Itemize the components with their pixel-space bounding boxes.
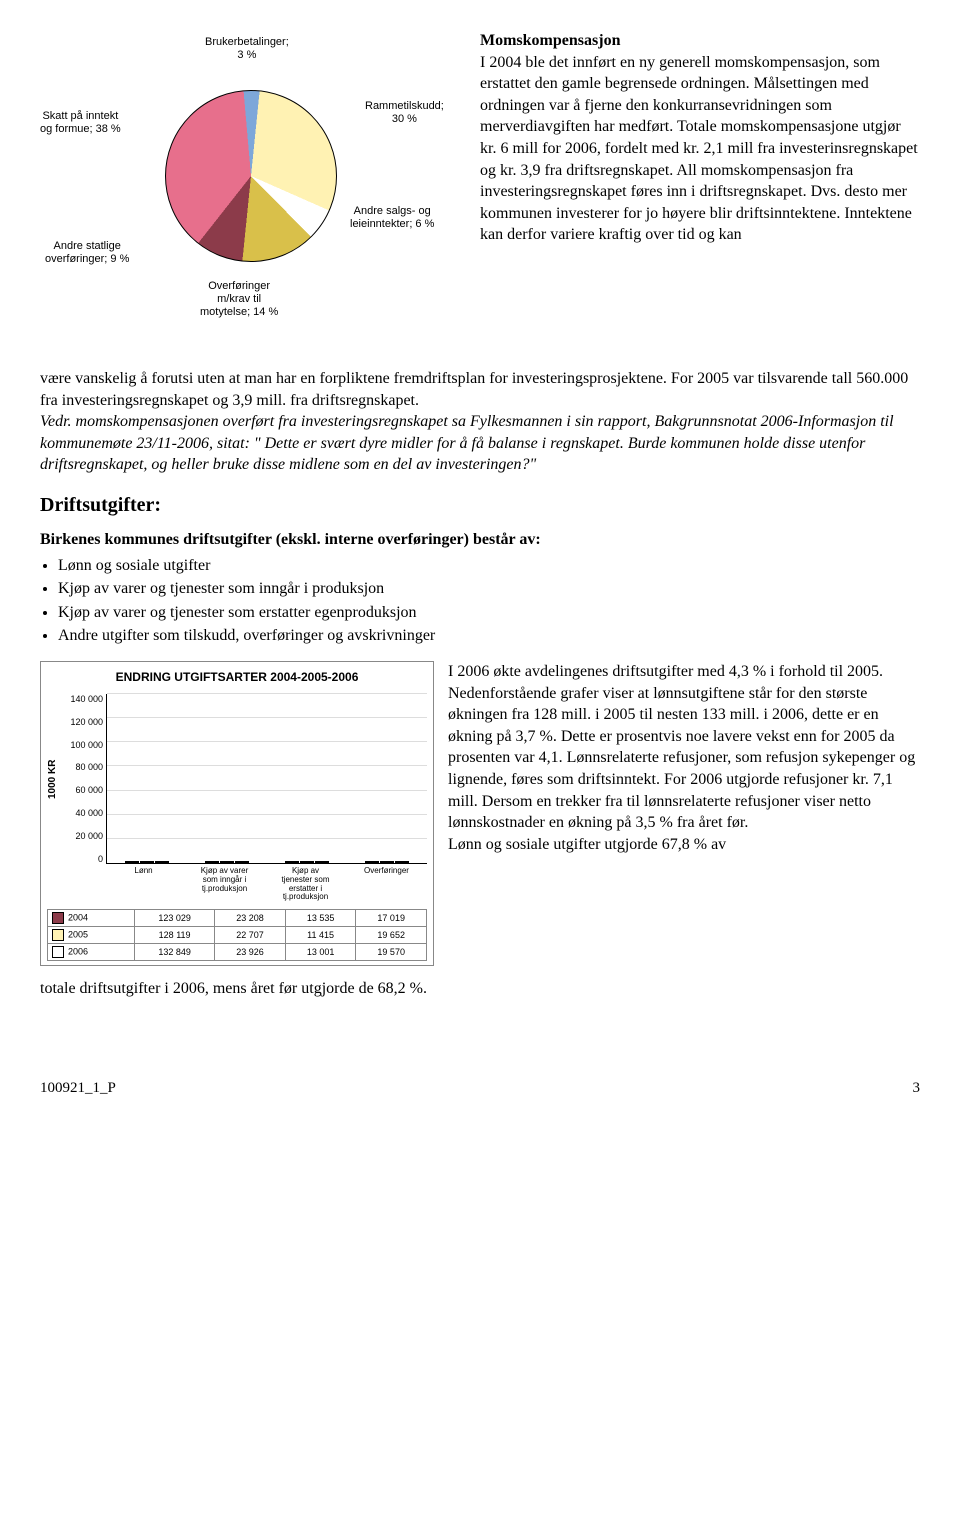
top-section: Brukerbetalinger; 3 % Rammetilskudd; 30 … bbox=[40, 30, 920, 350]
bar-plot-area bbox=[106, 694, 427, 864]
moms-text-block: Momskompensasjon I 2004 ble det innført … bbox=[480, 30, 920, 350]
ytick-2: 100 000 bbox=[61, 740, 103, 750]
r2-p2: Nedenforstående grafer viser at lønnsutg… bbox=[448, 683, 920, 834]
ytick-4: 60 000 bbox=[61, 785, 103, 795]
legend-2004: 2004 bbox=[48, 910, 135, 927]
ytick-3: 80 000 bbox=[61, 762, 103, 772]
moms-heading: Momskompensasjon bbox=[480, 32, 620, 49]
ytick-0: 140 000 bbox=[61, 694, 103, 704]
bullet-0: Lønn og sosiale utgifter bbox=[58, 555, 920, 577]
cat-0: Lønn bbox=[103, 864, 184, 905]
bar-y-axis-label: 1000 KR bbox=[47, 694, 61, 864]
legend-2006: 2006 bbox=[48, 944, 135, 961]
right-text-2: I 2006 økte avdelingenes driftsutgifter … bbox=[448, 661, 920, 966]
pie-label-overf: Overføringer m/krav til motytelse; 14 % bbox=[200, 280, 278, 320]
cat-2: Kjøp av tjenester som erstatter i tj.pro… bbox=[265, 864, 346, 905]
footer-left: 100921_1_P bbox=[40, 1080, 116, 1097]
drift-lead: Birkenes kommunes driftsutgifter (ekskl.… bbox=[40, 529, 920, 551]
bullet-2: Kjøp av varer og tjenester som erstatter… bbox=[58, 602, 920, 624]
pie-label-statlige: Andre statlige overføringer; 9 % bbox=[45, 240, 129, 266]
page-footer: 100921_1_P 3 bbox=[40, 1080, 920, 1097]
drift-heading: Driftsutgifter: bbox=[40, 494, 920, 517]
bullet-1: Kjøp av varer og tjenester som inngår i … bbox=[58, 578, 920, 600]
pie-label-bruker: Brukerbetalinger; 3 % bbox=[205, 36, 289, 62]
bar-category-labels: Lønn Kjøp av varer som inngår i tj.produ… bbox=[103, 864, 427, 905]
legend-2005: 2005 bbox=[48, 927, 135, 944]
cat-1: Kjøp av varer som inngår i tj.produksjon bbox=[184, 864, 265, 905]
pie-chart bbox=[165, 90, 337, 262]
r2-p3: Lønn og sosiale utgifter utgjorde 67,8 %… bbox=[448, 834, 920, 856]
ytick-7: 0 bbox=[61, 854, 103, 864]
bullet-3: Andre utgifter som tilskudd, overføringe… bbox=[58, 625, 920, 647]
pie-label-ramme: Rammetilskudd; 30 % bbox=[365, 100, 444, 126]
pie-chart-container: Brukerbetalinger; 3 % Rammetilskudd; 30 … bbox=[40, 30, 470, 350]
bar-chart-container: ENDRING UTGIFTSARTER 2004-2005-2006 1000… bbox=[40, 661, 434, 966]
cat-3: Overføringer bbox=[346, 864, 427, 905]
tail-line: totale driftsutgifter i 2006, mens året … bbox=[40, 978, 920, 1000]
ytick-5: 40 000 bbox=[61, 808, 103, 818]
lower-section: ENDRING UTGIFTSARTER 2004-2005-2006 1000… bbox=[40, 661, 920, 966]
moms-p3-italic: Vedr. momskompensasjonen overført fra in… bbox=[40, 411, 920, 476]
bar-data-table: 2004 123 029 23 208 13 535 17 019 2005 1… bbox=[47, 909, 427, 961]
bar-y-ticks: 140 000 120 000 100 000 80 000 60 000 40… bbox=[61, 694, 106, 864]
footer-right: 3 bbox=[913, 1080, 921, 1097]
bar-chart-title: ENDRING UTGIFTSARTER 2004-2005-2006 bbox=[47, 670, 427, 684]
pie-label-skatt: Skatt på inntekt og formue; 38 % bbox=[40, 110, 121, 136]
moms-p1: I 2004 ble det innført en ny generell mo… bbox=[480, 52, 920, 246]
r2-p1: I 2006 økte avdelingenes driftsutgifter … bbox=[448, 661, 920, 683]
pie-label-salg: Andre salgs- og leieinntekter; 6 % bbox=[350, 205, 434, 231]
moms-p2: være vanskelig å forutsi uten at man har… bbox=[40, 368, 920, 411]
drift-bullets: Lønn og sosiale utgifter Kjøp av varer o… bbox=[58, 555, 920, 647]
ytick-1: 120 000 bbox=[61, 717, 103, 727]
ytick-6: 20 000 bbox=[61, 831, 103, 841]
